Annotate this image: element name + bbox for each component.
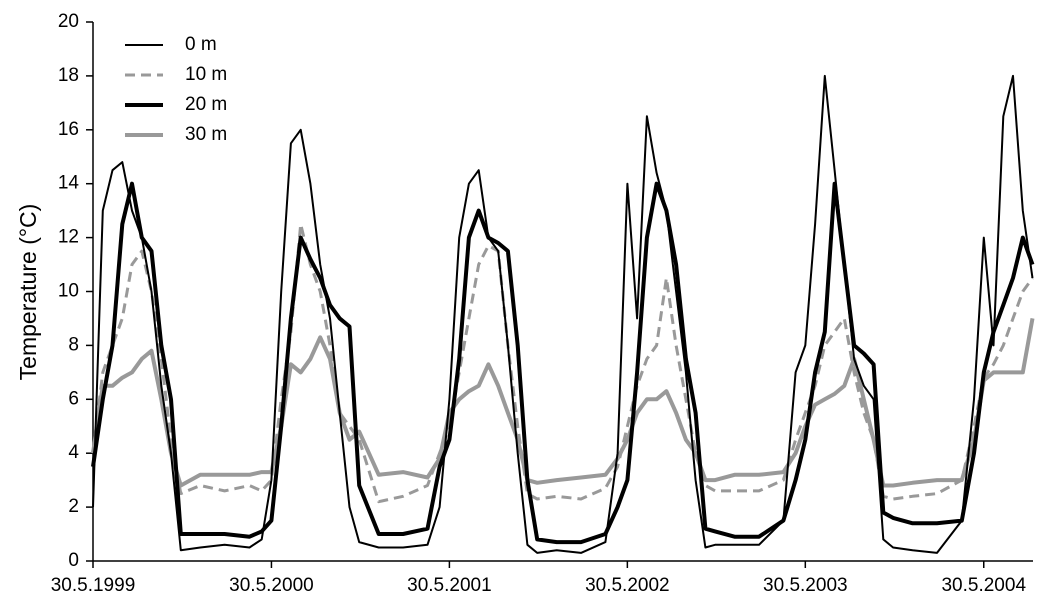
- legend-label: 0 m: [185, 34, 217, 55]
- legend-label: 20 m: [185, 94, 227, 115]
- y-tick-label: 4: [68, 442, 79, 463]
- y-tick-label: 14: [58, 173, 80, 194]
- legend-label: 30 m: [185, 124, 227, 145]
- legend-label: 10 m: [185, 64, 227, 85]
- series-line: [92, 74, 1034, 554]
- y-tick-label: 6: [68, 388, 79, 409]
- x-tick-label: 30.5.2001: [407, 575, 492, 596]
- series-line: [91, 181, 1035, 545]
- y-tick-label: 0: [68, 550, 79, 571]
- x-tick-label: 30.5.2000: [229, 575, 314, 596]
- y-tick-label: 2: [68, 496, 79, 517]
- y-axis-label: Temperature (°C): [15, 204, 41, 381]
- x-tick-label: 30.5.2004: [941, 575, 1026, 596]
- y-tick-label: 10: [58, 281, 79, 302]
- y-tick-label: 8: [68, 334, 79, 355]
- x-tick-label: 30.5.1999: [51, 575, 136, 596]
- y-tick-label: 20: [58, 11, 79, 32]
- y-tick-label: 18: [58, 65, 79, 86]
- series-line: [91, 318, 1035, 488]
- series-line: [91, 222, 1034, 504]
- x-tick-label: 30.5.2003: [763, 575, 848, 596]
- x-tick-label: 30.5.2002: [585, 575, 670, 596]
- y-tick-label: 12: [58, 227, 79, 248]
- y-tick-label: 16: [58, 119, 79, 140]
